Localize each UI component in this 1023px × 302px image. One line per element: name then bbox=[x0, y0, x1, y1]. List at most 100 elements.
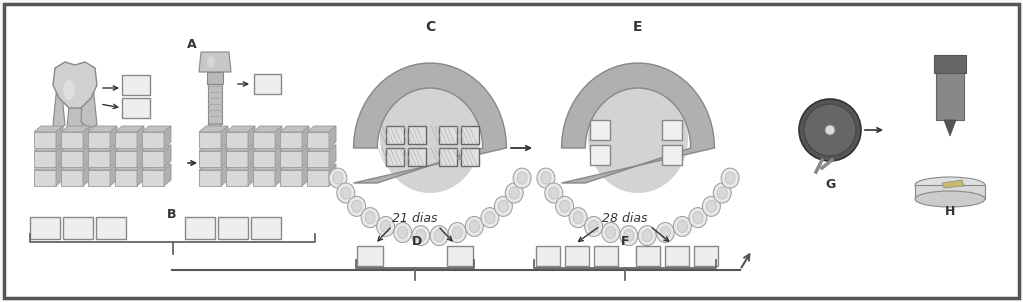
Polygon shape bbox=[88, 126, 117, 132]
Polygon shape bbox=[56, 145, 63, 167]
Polygon shape bbox=[53, 62, 97, 108]
Polygon shape bbox=[115, 164, 144, 170]
Text: H: H bbox=[945, 205, 955, 218]
FancyBboxPatch shape bbox=[447, 246, 473, 266]
Polygon shape bbox=[275, 126, 282, 148]
Ellipse shape bbox=[348, 196, 365, 216]
Ellipse shape bbox=[381, 220, 391, 233]
Ellipse shape bbox=[361, 208, 380, 228]
FancyBboxPatch shape bbox=[307, 151, 329, 167]
FancyBboxPatch shape bbox=[408, 126, 426, 144]
Polygon shape bbox=[110, 164, 117, 186]
Polygon shape bbox=[280, 145, 309, 151]
Polygon shape bbox=[307, 164, 336, 170]
Polygon shape bbox=[142, 164, 171, 170]
FancyBboxPatch shape bbox=[662, 120, 682, 140]
Polygon shape bbox=[110, 145, 117, 167]
Polygon shape bbox=[208, 124, 222, 132]
Ellipse shape bbox=[915, 191, 985, 207]
Text: 28 dias: 28 dias bbox=[603, 212, 648, 225]
Ellipse shape bbox=[352, 200, 362, 212]
Ellipse shape bbox=[329, 168, 347, 188]
Polygon shape bbox=[253, 164, 282, 170]
FancyBboxPatch shape bbox=[115, 170, 137, 186]
Ellipse shape bbox=[825, 125, 835, 135]
FancyBboxPatch shape bbox=[461, 126, 479, 144]
Polygon shape bbox=[226, 145, 255, 151]
Text: C: C bbox=[425, 20, 435, 34]
FancyBboxPatch shape bbox=[408, 148, 426, 166]
Polygon shape bbox=[199, 145, 228, 151]
FancyBboxPatch shape bbox=[280, 170, 302, 186]
FancyBboxPatch shape bbox=[594, 246, 618, 266]
Polygon shape bbox=[280, 164, 309, 170]
FancyBboxPatch shape bbox=[61, 132, 83, 148]
Text: G: G bbox=[825, 178, 835, 191]
Polygon shape bbox=[221, 126, 228, 148]
Polygon shape bbox=[56, 126, 63, 148]
Polygon shape bbox=[34, 164, 63, 170]
Ellipse shape bbox=[376, 217, 395, 236]
Polygon shape bbox=[253, 145, 282, 151]
Polygon shape bbox=[164, 145, 171, 167]
Ellipse shape bbox=[560, 200, 570, 212]
Text: E: E bbox=[633, 20, 642, 34]
FancyBboxPatch shape bbox=[439, 126, 457, 144]
Ellipse shape bbox=[485, 212, 495, 224]
Text: D: D bbox=[412, 235, 422, 248]
Ellipse shape bbox=[412, 226, 430, 246]
Ellipse shape bbox=[638, 226, 656, 246]
Ellipse shape bbox=[693, 212, 703, 224]
FancyBboxPatch shape bbox=[536, 246, 560, 266]
Polygon shape bbox=[66, 85, 83, 132]
FancyBboxPatch shape bbox=[253, 170, 275, 186]
Polygon shape bbox=[253, 126, 282, 132]
Polygon shape bbox=[83, 164, 90, 186]
FancyBboxPatch shape bbox=[694, 246, 718, 266]
Text: A: A bbox=[187, 38, 196, 51]
Polygon shape bbox=[199, 126, 228, 132]
Ellipse shape bbox=[573, 212, 583, 224]
FancyBboxPatch shape bbox=[915, 185, 985, 199]
FancyBboxPatch shape bbox=[88, 132, 110, 148]
FancyBboxPatch shape bbox=[34, 151, 56, 167]
FancyBboxPatch shape bbox=[34, 170, 56, 186]
Polygon shape bbox=[142, 126, 171, 132]
Polygon shape bbox=[137, 145, 144, 167]
Ellipse shape bbox=[517, 172, 527, 184]
FancyBboxPatch shape bbox=[61, 170, 83, 186]
FancyBboxPatch shape bbox=[226, 170, 248, 186]
Ellipse shape bbox=[394, 223, 411, 243]
Polygon shape bbox=[34, 145, 63, 151]
FancyBboxPatch shape bbox=[934, 55, 966, 73]
Ellipse shape bbox=[505, 183, 523, 203]
Polygon shape bbox=[280, 126, 309, 132]
FancyBboxPatch shape bbox=[386, 126, 404, 144]
FancyBboxPatch shape bbox=[280, 132, 302, 148]
FancyBboxPatch shape bbox=[590, 145, 610, 165]
Polygon shape bbox=[354, 63, 506, 183]
Ellipse shape bbox=[498, 200, 508, 212]
FancyBboxPatch shape bbox=[590, 120, 610, 140]
FancyBboxPatch shape bbox=[254, 74, 280, 94]
Ellipse shape bbox=[688, 208, 707, 228]
Polygon shape bbox=[302, 145, 309, 167]
FancyBboxPatch shape bbox=[142, 132, 164, 148]
Polygon shape bbox=[88, 164, 117, 170]
FancyBboxPatch shape bbox=[115, 132, 137, 148]
Text: B: B bbox=[167, 208, 177, 221]
Polygon shape bbox=[221, 164, 228, 186]
Ellipse shape bbox=[703, 196, 720, 216]
FancyBboxPatch shape bbox=[461, 148, 479, 166]
Ellipse shape bbox=[673, 217, 692, 236]
Ellipse shape bbox=[415, 230, 426, 242]
FancyBboxPatch shape bbox=[199, 132, 221, 148]
Ellipse shape bbox=[606, 226, 616, 239]
Ellipse shape bbox=[588, 220, 598, 233]
Polygon shape bbox=[248, 126, 255, 148]
FancyBboxPatch shape bbox=[207, 72, 223, 84]
Ellipse shape bbox=[620, 226, 637, 246]
FancyBboxPatch shape bbox=[142, 170, 164, 186]
FancyBboxPatch shape bbox=[226, 151, 248, 167]
FancyBboxPatch shape bbox=[357, 246, 383, 266]
